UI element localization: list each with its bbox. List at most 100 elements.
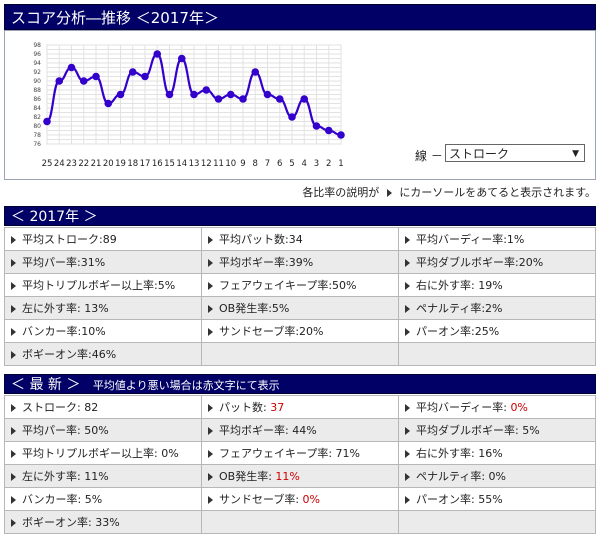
stat-text: 平均ストローク:89 xyxy=(22,233,117,246)
x-tick-label: 20 xyxy=(103,159,114,169)
stat-cell[interactable]: 平均パー率:31% xyxy=(4,250,202,274)
stat-cell[interactable]: ペナルティ率:2% xyxy=(398,296,596,320)
stat-cell[interactable]: 平均バーディー率: 0% xyxy=(398,395,596,419)
triangle-right-icon[interactable] xyxy=(208,236,213,244)
x-tick-label: 25 xyxy=(42,159,53,169)
triangle-right-icon[interactable] xyxy=(11,450,16,458)
stat-cell[interactable]: 平均ボギー率:39% xyxy=(201,250,399,274)
stat-cell[interactable]: 左に外す率: 11% xyxy=(4,464,202,488)
triangle-right-icon[interactable] xyxy=(208,450,213,458)
stat-label: フェアウェイキープ率: xyxy=(219,447,336,460)
stat-cell[interactable]: 平均パット数:34 xyxy=(201,227,399,251)
stat-cell[interactable]: 平均ボギー率: 44% xyxy=(201,418,399,442)
stat-cell[interactable]: 平均ダブルボギー率: 5% xyxy=(398,418,596,442)
stat-cell[interactable]: 平均ダブルボギー率:20% xyxy=(398,250,596,274)
data-point xyxy=(226,90,235,99)
y-tick-label: 94 xyxy=(33,60,41,67)
stat-cell[interactable]: 右に外す率: 16% xyxy=(398,441,596,465)
data-point xyxy=(165,90,174,99)
x-tick-label: 3 xyxy=(314,159,319,169)
data-point xyxy=(153,50,162,58)
triangle-right-icon[interactable] xyxy=(405,259,410,267)
x-tick-label: 16 xyxy=(152,159,163,169)
triangle-right-icon[interactable] xyxy=(11,519,16,527)
stat-cell[interactable]: パット数: 37 xyxy=(201,395,399,419)
triangle-right-icon[interactable] xyxy=(405,450,410,458)
y-tick-label: 90 xyxy=(33,78,41,85)
triangle-right-icon[interactable] xyxy=(208,259,213,267)
triangle-right-icon[interactable] xyxy=(405,236,410,244)
x-tick-label: 24 xyxy=(54,159,65,169)
stat-cell[interactable]: バンカー率: 5% xyxy=(4,487,202,511)
stat-label: サンドセーブ率: xyxy=(219,493,303,506)
stat-cell[interactable]: フェアウェイキープ率:50% xyxy=(201,273,399,297)
stat-cell[interactable]: OB発生率:5% xyxy=(201,296,399,320)
stat-cell[interactable]: ボギーオン率:46% xyxy=(4,342,202,366)
data-point xyxy=(300,95,309,103)
triangle-right-icon[interactable] xyxy=(11,351,16,359)
stat-cell[interactable]: 右に外す率: 19% xyxy=(398,273,596,297)
data-point xyxy=(55,77,64,85)
stat-label: 平均パー率: xyxy=(22,424,85,437)
stat-label: 平均トリプルボギー以上率: xyxy=(22,447,162,460)
stat-text: 左に外す率: 13% xyxy=(22,302,109,315)
stat-cell[interactable]: パーオン率:25% xyxy=(398,319,596,343)
stat-cell[interactable]: フェアウェイキープ率: 71% xyxy=(201,441,399,465)
stat-cell[interactable]: ペナルティ率: 0% xyxy=(398,464,596,488)
triangle-right-icon[interactable] xyxy=(405,282,410,290)
stat-cell[interactable]: サンドセーブ率: 0% xyxy=(201,487,399,511)
stat-value: 0% xyxy=(302,493,320,506)
x-tick-label: 8 xyxy=(253,159,258,169)
stat-cell[interactable]: 平均トリプルボギー以上率:5% xyxy=(4,273,202,297)
stat-cell xyxy=(398,510,596,534)
triangle-right-icon[interactable] xyxy=(405,427,410,435)
triangle-right-icon[interactable] xyxy=(405,496,410,504)
stat-cell[interactable]: OB発生率: 11% xyxy=(201,464,399,488)
stats-row: バンカー率:10% サンドセーブ率:20% パーオン率:25% xyxy=(4,319,596,343)
data-point xyxy=(337,131,345,139)
triangle-right-icon[interactable] xyxy=(405,328,410,336)
x-tick-label: 18 xyxy=(127,159,138,169)
stat-cell[interactable]: パーオン率: 55% xyxy=(398,487,596,511)
triangle-right-icon[interactable] xyxy=(208,282,213,290)
score-trend-chart-panel: 98 96 94 92 90 88 86 84 82 80 78 76 25 24 23 22 21 20 19 18… xyxy=(4,30,596,180)
triangle-right-icon[interactable] xyxy=(11,473,16,481)
stat-label: ペナルティ率: xyxy=(416,470,489,483)
triangle-right-icon[interactable] xyxy=(11,427,16,435)
stat-cell[interactable]: サンドセーブ率:20% xyxy=(201,319,399,343)
stat-cell[interactable]: 平均トリプルボギー以上率: 0% xyxy=(4,441,202,465)
stat-cell[interactable]: 左に外す率: 13% xyxy=(4,296,202,320)
triangle-right-icon[interactable] xyxy=(208,473,213,481)
triangle-right-icon[interactable] xyxy=(405,305,410,313)
data-point xyxy=(177,54,186,63)
triangle-right-icon[interactable] xyxy=(208,404,213,412)
triangle-right-icon[interactable] xyxy=(11,328,16,336)
stat-cell[interactable]: 平均バーディー率:1% xyxy=(398,227,596,251)
stat-label: バンカー率: xyxy=(22,493,85,506)
triangle-right-icon[interactable] xyxy=(208,305,213,313)
triangle-right-icon[interactable] xyxy=(208,328,213,336)
stat-cell[interactable]: バンカー率:10% xyxy=(4,319,202,343)
stat-cell[interactable]: ストローク: 82 xyxy=(4,395,202,419)
triangle-right-icon[interactable] xyxy=(405,404,410,412)
stats-row: ボギーオン率:46% xyxy=(4,342,596,366)
triangle-right-icon[interactable] xyxy=(405,473,410,481)
stat-cell[interactable]: ボギーオン率: 33% xyxy=(4,510,202,534)
triangle-right-icon[interactable] xyxy=(11,282,16,290)
triangle-right-icon[interactable] xyxy=(208,427,213,435)
triangle-right-icon[interactable] xyxy=(11,236,16,244)
triangle-right-icon[interactable] xyxy=(11,305,16,313)
triangle-right-icon[interactable] xyxy=(208,496,213,504)
line-type-select[interactable]: ストローク ▼ xyxy=(445,144,585,162)
stat-text: バンカー率:10% xyxy=(22,325,106,338)
line-type-select-value: ストローク xyxy=(449,147,510,161)
stat-cell[interactable]: 平均パー率: 50% xyxy=(4,418,202,442)
x-tick-label: 7 xyxy=(265,159,270,169)
triangle-right-icon[interactable] xyxy=(11,496,16,504)
stat-cell[interactable]: 平均ストローク:89 xyxy=(4,227,202,251)
stat-text: 右に外す率: 19% xyxy=(416,279,503,292)
stat-text: 平均パット数:34 xyxy=(219,233,303,246)
stat-label: 平均ダブルボギー率: xyxy=(416,424,523,437)
triangle-right-icon[interactable] xyxy=(11,259,16,267)
triangle-right-icon[interactable] xyxy=(11,404,16,412)
